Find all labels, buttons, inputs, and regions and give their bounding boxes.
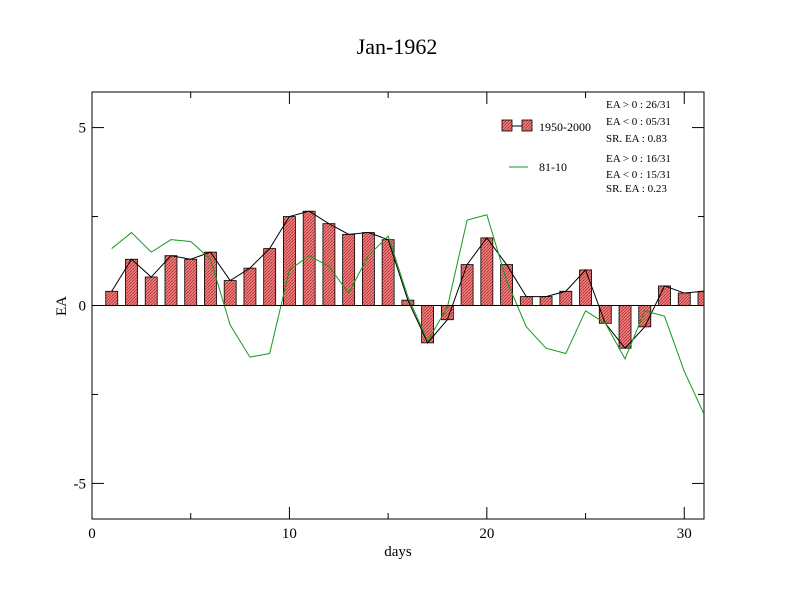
bar-series-1950-2000 xyxy=(105,210,705,349)
line-layer xyxy=(111,210,705,415)
bar-day-20 xyxy=(480,237,494,306)
bar-day-5 xyxy=(184,258,198,306)
legend: 1950-2000 81-10 EA > 0 : 26/31 EA < 0 : … xyxy=(501,99,671,195)
bar-day-30 xyxy=(677,292,691,306)
bar-day-25 xyxy=(579,269,592,306)
legend-swatch-bar-left xyxy=(501,119,513,132)
bar-day-31 xyxy=(697,290,705,306)
bar-day-27 xyxy=(618,305,632,349)
stat-positive-81-10: EA > 0 : 16/31 xyxy=(606,153,671,165)
bar-day-19 xyxy=(460,264,474,306)
bar-day-9 xyxy=(263,248,277,306)
legend-swatch-bar-right xyxy=(521,119,533,132)
bar-day-28 xyxy=(638,305,652,328)
line-81-10 xyxy=(111,214,705,415)
axis-ticks: 0 10 20 30 -5 0 5 xyxy=(74,92,704,542)
bar-day-1 xyxy=(105,290,119,306)
bar-day-13 xyxy=(342,233,356,306)
stats-block-81-10: EA > 0 : 16/31 EA < 0 : 15/31 SR. EA : 0… xyxy=(606,153,671,195)
x-tick-label-30: 30 xyxy=(677,526,692,542)
bar-day-23 xyxy=(539,296,553,306)
legend-item-81-10: 81-10 xyxy=(509,160,567,174)
y-tick-label--5: -5 xyxy=(74,476,87,492)
bar-day-24 xyxy=(559,290,573,306)
legend-label-81-10: 81-10 xyxy=(539,160,567,174)
y-tick-label-5: 5 xyxy=(79,121,87,137)
stat-sr-81-10: SR. EA : 0.23 xyxy=(606,183,667,195)
bar-day-22 xyxy=(519,296,533,306)
x-axis-label: days xyxy=(384,544,412,560)
bar-day-3 xyxy=(144,276,158,306)
y-axis-label: EA xyxy=(54,296,70,316)
legend-item-1950-2000: 1950-2000 xyxy=(501,119,591,134)
bar-day-8 xyxy=(243,267,257,306)
bar-day-10 xyxy=(283,216,296,306)
stats-block-1950-2000: EA > 0 : 26/31 EA < 0 : 05/31 SR. EA : 0… xyxy=(606,99,671,145)
stat-negative-1950-2000: EA < 0 : 05/31 xyxy=(606,116,671,128)
x-tick-label-0: 0 xyxy=(88,526,96,542)
bar-day-7 xyxy=(223,280,237,306)
bar-day-14 xyxy=(361,232,375,306)
line-1950-2000 xyxy=(111,210,705,349)
x-tick-label-10: 10 xyxy=(282,526,297,542)
stat-negative-81-10: EA < 0 : 15/31 xyxy=(606,169,671,181)
stat-sr-1950-2000: SR. EA : 0.83 xyxy=(606,133,667,145)
bar-day-4 xyxy=(164,255,178,306)
y-tick-label-0: 0 xyxy=(79,299,87,315)
legend-label-1950-2000: 1950-2000 xyxy=(539,120,591,134)
chart-title: Jan-1962 xyxy=(357,34,438,59)
stat-positive-1950-2000: EA > 0 : 26/31 xyxy=(606,99,671,111)
x-tick-label-20: 20 xyxy=(479,526,494,542)
